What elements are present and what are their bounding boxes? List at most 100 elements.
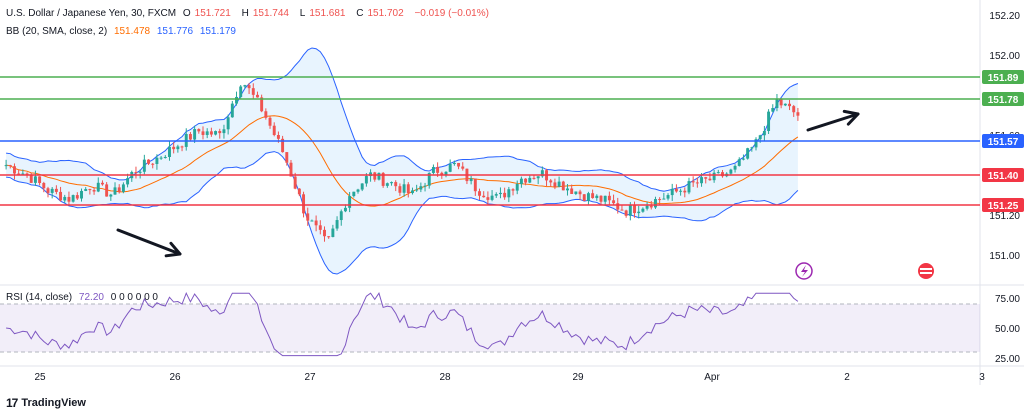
candle-body <box>377 172 381 180</box>
candle-body <box>306 213 310 221</box>
candle-body <box>293 176 297 189</box>
candle-body <box>126 178 130 185</box>
candle-body <box>423 185 427 187</box>
candle-body <box>247 85 251 89</box>
candle-body <box>620 209 624 211</box>
time-tick-label: 3 <box>979 372 985 383</box>
candle-body <box>255 94 259 98</box>
candle-body <box>297 188 301 195</box>
candle-body <box>134 171 138 173</box>
candle-body <box>436 167 440 173</box>
candle-body <box>591 193 595 199</box>
candle-body <box>193 129 197 140</box>
candle-body <box>50 188 54 193</box>
candle-body <box>566 188 569 191</box>
candle-body <box>415 189 419 191</box>
flag-icon-circle <box>918 263 934 279</box>
candle-body <box>628 205 632 216</box>
candle-body <box>716 172 720 174</box>
time-tick-label: 25 <box>34 372 46 383</box>
bb-basis-value: 151.478 <box>113 26 151 37</box>
candle-body <box>767 111 771 132</box>
candle-body <box>779 99 783 106</box>
bb-legend: BB (20, SMA, close, 2) 151.478 151.776 1… <box>6 26 240 37</box>
candle-body <box>440 172 444 175</box>
level-price-tag <box>982 198 1024 212</box>
candle-body <box>641 208 645 212</box>
close-value: C 151.702 <box>356 8 404 19</box>
candle-body <box>180 146 184 148</box>
candle-body <box>276 135 280 139</box>
candle-body <box>666 195 670 199</box>
candle-body <box>607 195 611 201</box>
candle-body <box>540 170 544 177</box>
candle-body <box>331 228 335 237</box>
candle-body <box>561 181 565 191</box>
candle-body <box>792 106 796 113</box>
candle-body <box>746 148 750 159</box>
price-tick-label: 151.00 <box>989 251 1020 262</box>
candle-body <box>519 178 523 184</box>
candle-body <box>570 188 574 194</box>
bb-label: BB (20, SMA, close, 2) <box>6 26 108 37</box>
candle-body <box>54 188 58 192</box>
time-tick-label: 26 <box>169 372 181 383</box>
candle-body <box>214 131 218 135</box>
candle-body <box>498 192 502 195</box>
candle-body <box>335 220 339 229</box>
tradingview-logo[interactable]: 17 TradingView <box>6 396 86 410</box>
candle-body <box>695 182 699 184</box>
candle-body <box>109 194 113 197</box>
candle-body <box>444 171 448 175</box>
rsi-value: 72.20 <box>78 292 104 303</box>
candle-body <box>268 117 272 126</box>
candle-body <box>603 195 607 202</box>
candle-body <box>46 188 50 193</box>
candle-body <box>649 205 653 208</box>
time-tick-label: Apr <box>704 372 720 383</box>
candle-body <box>448 164 452 172</box>
candle-body <box>33 176 37 183</box>
price-tick-label: 151.20 <box>989 211 1020 222</box>
candle-body <box>490 195 494 200</box>
candle-body <box>633 205 636 214</box>
candle-body <box>524 178 528 183</box>
candle-body <box>151 163 155 165</box>
candle-body <box>469 178 473 182</box>
candle-body <box>260 97 264 112</box>
candle-body <box>117 187 121 192</box>
rsi-label: RSI (14, close) <box>6 292 73 303</box>
bb-basis-line <box>6 115 799 207</box>
arrow-head <box>842 109 860 126</box>
candle-body <box>4 165 8 167</box>
arrow-shaft <box>806 112 860 132</box>
bb-lower-line <box>6 151 799 275</box>
candle-body <box>762 131 766 136</box>
candle-body <box>557 181 561 187</box>
candle-body <box>92 190 96 192</box>
candle-body <box>507 189 511 198</box>
candle-body <box>402 184 406 193</box>
candle-body <box>729 169 733 174</box>
low-value: L 151.681 <box>299 8 346 19</box>
candle-body <box>21 173 25 175</box>
candle-body <box>71 195 75 202</box>
candle-body <box>599 195 603 202</box>
candle-body <box>653 199 657 208</box>
candle-body <box>230 103 234 118</box>
candle-body <box>721 172 724 177</box>
lightning-event-icon <box>795 262 813 280</box>
candle-body <box>155 157 159 164</box>
candle-body <box>478 191 481 196</box>
candle-body <box>197 129 201 132</box>
us-flag-event-icon <box>918 263 934 279</box>
candle-body <box>327 236 331 238</box>
level-price-tag <box>982 70 1024 84</box>
candle-body <box>708 178 712 181</box>
candle-body <box>482 195 486 198</box>
candle-body <box>473 178 477 192</box>
candle-body <box>582 194 586 201</box>
rsi-line <box>6 291 799 357</box>
candle-body <box>348 196 352 208</box>
